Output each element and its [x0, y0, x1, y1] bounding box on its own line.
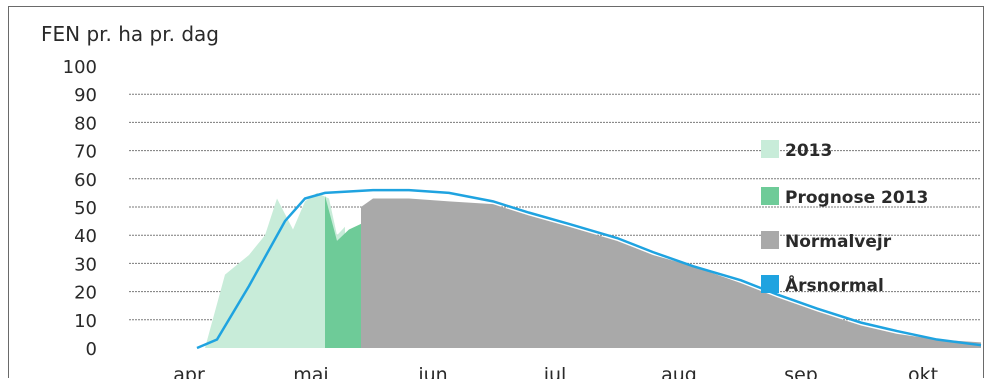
area-2013 [205, 192, 345, 348]
legend-label: Normalvejr [785, 232, 892, 252]
y-tick-label: 0 [86, 339, 97, 360]
legend-swatch [761, 140, 779, 158]
x-tick-label: sep [784, 364, 818, 379]
chart-title: FEN pr. ha pr. dag [41, 22, 219, 46]
chart-canvas: FEN pr. ha pr. dag 100908070605040302010… [41, 22, 982, 379]
legend: 2013 Prognose 2013 Normalvejr Årsnormal [761, 140, 928, 296]
y-tick-label: 70 [74, 142, 97, 163]
y-tick-label: 10 [74, 311, 97, 332]
legend-label: 2013 [785, 141, 832, 161]
x-tick-label: aug [661, 364, 697, 379]
area-prognose-2013 [325, 195, 361, 348]
x-tick-label: maj [293, 364, 328, 379]
line-series [196, 188, 982, 350]
area-series [205, 192, 981, 348]
legend-swatch [761, 187, 779, 205]
legend-swatch [761, 275, 779, 293]
legend-swatch [761, 231, 779, 249]
y-tick-label: 40 [74, 226, 97, 247]
y-tick-label: 30 [74, 254, 97, 275]
x-axis-ticks: apr maj jun jul aug sep okt [173, 364, 938, 379]
x-tick-label: jun [417, 364, 447, 379]
y-tick-label: 20 [74, 283, 97, 304]
y-tick-label: 90 [74, 85, 97, 106]
legend-label: Prognose 2013 [785, 188, 928, 208]
area-normalvejr [361, 198, 981, 348]
line-arsnormal [196, 188, 982, 350]
legend-label: Årsnormal [785, 273, 884, 296]
y-tick-label: 100 [63, 57, 97, 78]
chart-frame: FEN pr. ha pr. dag 100 90 80 70 60 50 40 30 20 10… [8, 6, 984, 379]
y-tick-label: 50 [74, 198, 97, 219]
y-tick-label: 80 [74, 113, 97, 134]
x-tick-label: apr [173, 364, 205, 379]
x-tick-label: jul [543, 364, 567, 379]
y-tick-label: 60 [74, 170, 97, 191]
x-tick-label: okt [908, 364, 938, 379]
